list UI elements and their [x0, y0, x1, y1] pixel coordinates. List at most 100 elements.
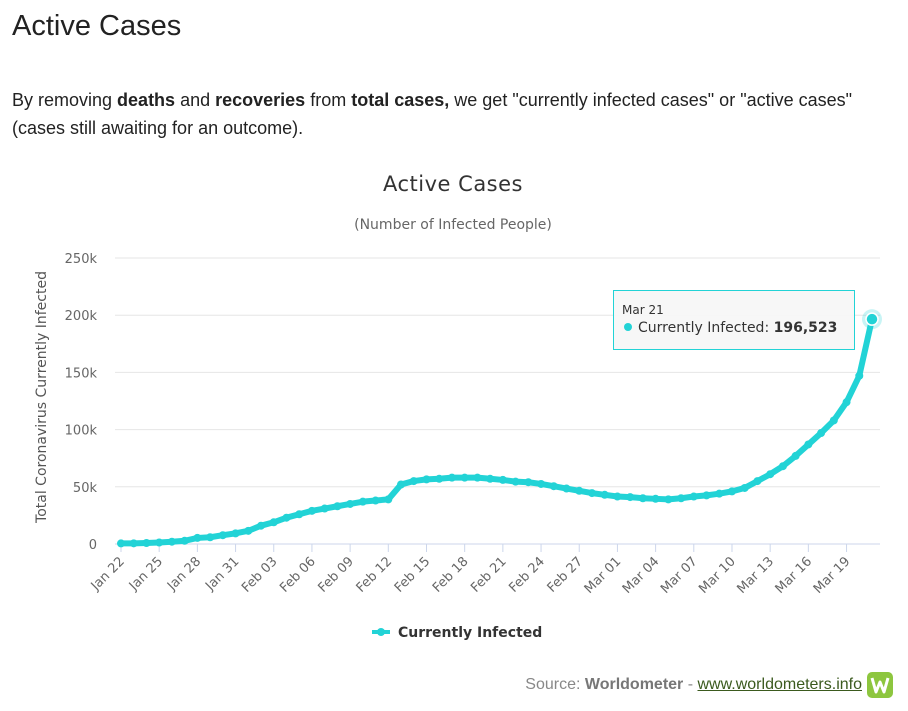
point: [180, 536, 189, 545]
source-name: Worldometer: [584, 676, 684, 693]
hover-point: [865, 312, 879, 326]
point: [511, 477, 520, 486]
point: [447, 473, 456, 482]
tooltip-dot: [624, 323, 632, 331]
x-tick-label: Feb 27: [545, 554, 587, 596]
y-tick-label: 250k: [65, 252, 98, 267]
x-tick-label: Jan 25: [126, 554, 166, 594]
point: [117, 539, 125, 548]
intro-text: By removing deaths and recoveries from t…: [12, 86, 902, 142]
source-text: -: [683, 676, 698, 693]
x-tick-label: Feb 12: [354, 554, 396, 596]
point: [435, 474, 444, 483]
point: [320, 504, 329, 513]
point: [702, 491, 711, 500]
point: [269, 518, 278, 527]
point: [715, 489, 724, 498]
y-tick-label: 100k: [65, 424, 98, 439]
intro-bold: total cases,: [351, 90, 450, 110]
point: [206, 533, 215, 542]
point: [397, 480, 406, 489]
point: [613, 492, 622, 501]
point: [651, 494, 660, 503]
tooltip-box: [613, 290, 855, 350]
point: [384, 495, 393, 504]
point: [155, 538, 164, 547]
point: [600, 490, 609, 499]
point: [257, 521, 266, 530]
point: [817, 429, 826, 438]
intro-run: we get "currently infected cases" or "ac…: [12, 90, 853, 138]
point: [727, 487, 736, 496]
point: [346, 499, 355, 508]
y-tick-label: 0: [89, 538, 97, 553]
point: [358, 497, 367, 506]
intro-run: By removing: [12, 90, 118, 110]
source-line: Source: Worldometer - www.worldometers.i…: [525, 676, 862, 694]
x-tick-label: Feb 24: [506, 554, 548, 596]
x-tick-label: Feb 03: [239, 554, 281, 596]
point: [740, 483, 749, 492]
x-tick-label: Feb 21: [468, 554, 510, 596]
point: [549, 482, 558, 491]
x-tick-label: Feb 15: [392, 554, 434, 596]
tooltip-value: 196,523: [774, 320, 838, 336]
intro-bold: recoveries: [215, 90, 306, 110]
point: [295, 510, 304, 519]
x-tick-label: Mar 10: [696, 554, 739, 597]
tooltip-title: Mar 21: [622, 303, 664, 317]
point: [409, 477, 418, 486]
point: [626, 493, 635, 502]
point: [842, 398, 851, 407]
point: [231, 529, 240, 538]
point: [193, 533, 202, 542]
chart: Active Cases (Number of Infected People)…: [34, 172, 882, 641]
source-link[interactable]: www.worldometers.info: [697, 676, 863, 693]
source-text: Source:: [525, 676, 585, 693]
point: [460, 473, 469, 482]
point: [677, 494, 686, 503]
point: [753, 477, 762, 486]
x-tick-label: Mar 07: [658, 554, 701, 597]
x-tick-label: Mar 13: [734, 554, 777, 597]
point: [307, 506, 316, 515]
x-tick-label: Jan 22: [88, 554, 128, 594]
point: [562, 484, 571, 493]
point: [422, 475, 431, 484]
point: [587, 489, 596, 498]
chart-subtitle: (Number of Infected People): [354, 217, 552, 233]
x-tick-label: Mar 16: [773, 554, 816, 597]
y-axis-title: Total Coronavirus Currently Infected: [34, 271, 50, 524]
intro-run: and: [175, 90, 216, 110]
point: [473, 473, 482, 482]
page-heading: Active Cases: [12, 10, 182, 42]
point: [333, 502, 342, 511]
point: [142, 539, 151, 548]
y-tick-label: 200k: [65, 309, 98, 324]
y-tick-label: 50k: [73, 481, 98, 496]
point: [638, 494, 647, 503]
point: [167, 537, 176, 546]
point: [371, 496, 380, 505]
x-tick-label: Mar 19: [811, 554, 854, 597]
x-tick-label: Jan 31: [202, 554, 242, 594]
tooltip-label: Currently Infected:: [638, 320, 774, 336]
y-tick-label: 150k: [65, 366, 98, 381]
point: [244, 526, 253, 535]
x-tick-label: Feb 06: [277, 554, 319, 596]
x-tick-label: Feb 09: [315, 554, 357, 596]
point: [486, 474, 495, 483]
x-tick-label: Mar 01: [582, 554, 625, 597]
point: [575, 486, 584, 495]
logo: [867, 672, 893, 698]
x-tick-label: Mar 04: [620, 554, 663, 597]
x-tick-label: Jan 28: [164, 554, 204, 594]
point: [778, 462, 787, 471]
tooltip: Mar 21 Currently Infected: 196,523: [613, 290, 855, 350]
point: [855, 371, 864, 380]
series-line: [118, 316, 875, 547]
point: [804, 440, 813, 449]
intro-bold: deaths: [117, 90, 176, 110]
point: [524, 478, 533, 487]
